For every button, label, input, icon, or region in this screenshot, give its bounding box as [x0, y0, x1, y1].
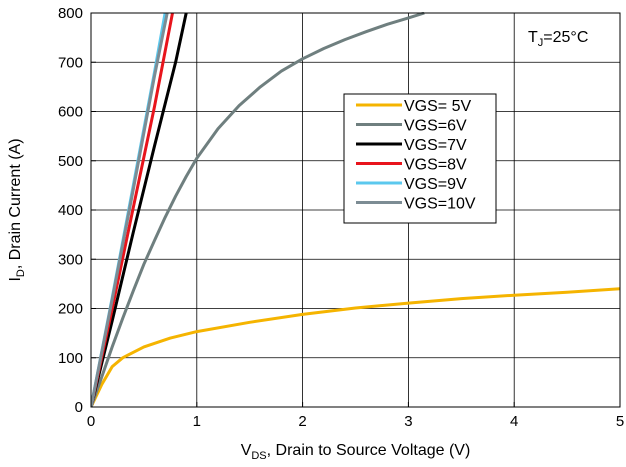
y-axis-ticks: 0 100 200 300 400 500 600 700 800 — [58, 5, 96, 416]
y-tick-label: 500 — [58, 153, 83, 170]
y-tick-label: 0 — [75, 399, 83, 416]
plot-area — [91, 12, 620, 408]
legend-label: VGS=10V — [404, 196, 476, 213]
annotation-sub: J — [538, 37, 544, 49]
y-axis-label: ID, Drain Current (A) — [7, 138, 27, 281]
y-axis-label-sub: D — [15, 269, 27, 277]
series-line-vgs-10v — [91, 12, 169, 408]
x-axis-label: VDS, Drain to Source Voltage (V) — [241, 442, 471, 462]
x-tick-label: 4 — [510, 413, 518, 430]
annotation-rest: =25°C — [543, 29, 588, 46]
series-line-vgs-6v — [91, 12, 425, 408]
x-tick-label: 1 — [193, 413, 201, 430]
x-axis-ticks: 0 1 2 3 4 5 — [87, 402, 624, 430]
annotation-main: T — [528, 29, 538, 46]
x-tick-label: 0 — [87, 413, 95, 430]
y-tick-label: 100 — [58, 350, 83, 367]
x-axis-label-main: V — [241, 442, 252, 459]
legend-label: VGS=9V — [404, 176, 467, 193]
y-axis-label-rest: , Drain Current (A) — [7, 138, 24, 269]
x-tick-label: 2 — [298, 413, 306, 430]
legend: VGS= 5V VGS=6V VGS=7V VGS=8V VGS=9V VGS=10V — [343, 93, 497, 224]
legend-label: VGS=7V — [404, 137, 467, 154]
legend-label: VGS= 5V — [404, 98, 471, 115]
x-axis-label-rest: , Drain to Source Voltage (V) — [267, 442, 471, 459]
y-axis-label-main: I — [7, 277, 24, 281]
legend-label: VGS=8V — [404, 157, 467, 174]
y-tick-label: 200 — [58, 301, 83, 318]
y-tick-label: 800 — [58, 5, 83, 22]
x-axis-label-sub: DS — [251, 450, 266, 462]
series-line-vgs-5v — [91, 287, 620, 408]
x-tick-label: 3 — [404, 413, 412, 430]
series-line-vgs-7v — [91, 12, 188, 408]
y-tick-label: 700 — [58, 54, 83, 71]
y-tick-label: 400 — [58, 202, 83, 219]
x-tick-label: 5 — [616, 413, 624, 430]
y-tick-label: 300 — [58, 251, 83, 268]
temperature-annotation: TJ=25°C — [528, 29, 588, 49]
y-tick-label: 600 — [58, 104, 83, 121]
legend-label: VGS=6V — [404, 118, 467, 135]
